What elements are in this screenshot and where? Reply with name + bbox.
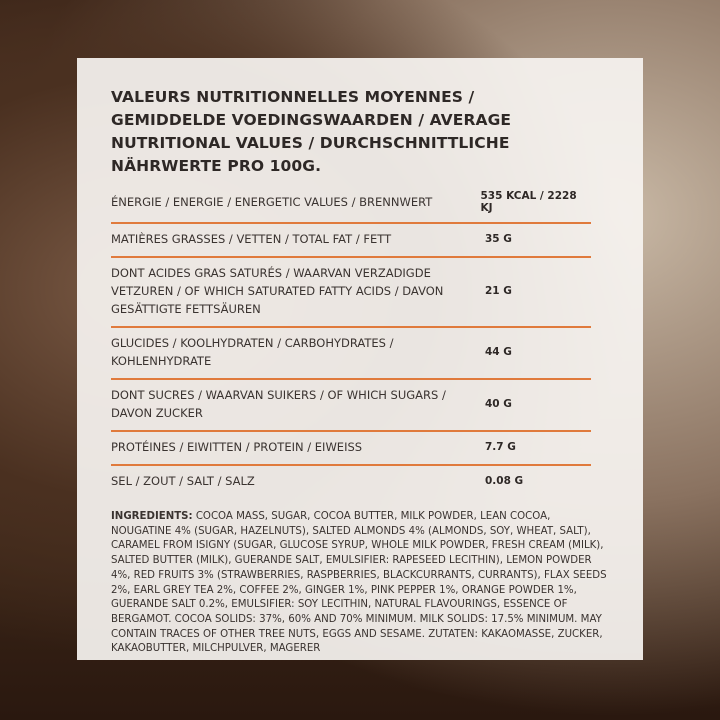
row-label: GLUCIDES / KOOLHYDRATEN / CARBOHYDRATES … [111, 336, 394, 368]
row-label: MATIÈRES GRASSES / VETTEN / TOTAL FAT / … [111, 232, 392, 246]
row-label: DONT SUCRES / WAARVAN SUIKERS / OF WHICH… [111, 388, 446, 420]
row-value: 44 G [485, 346, 512, 358]
row-label: PROTÉINES / EIWITTEN / PROTEIN / EIWEISS [111, 440, 363, 454]
ingredients-label: INGREDIENTS: [111, 511, 193, 522]
table-row: DONT ACIDES GRAS SATURÉS / WAARVAN VERZA… [111, 258, 591, 328]
ingredients-text: INGREDIENTS: COCOA MASS, SUGAR, COCOA BU… [111, 510, 611, 657]
row-label: SEL / ZOUT / SALT / SALZ [111, 474, 255, 488]
table-row: GLUCIDES / KOOLHYDRATEN / CARBOHYDRATES … [111, 328, 591, 380]
nutrition-title: VALEURS NUTRITIONNELLES MOYENNES / GEMID… [111, 88, 512, 175]
table-row: PROTÉINES / EIWITTEN / PROTEIN / EIWEISS… [111, 432, 591, 466]
table-row: SEL / ZOUT / SALT / SALZ 0.08 G [111, 466, 591, 498]
table-row: ÉNERGIE / ENERGIE / ENERGETIC VALUES / B… [111, 184, 591, 224]
row-value: 0.08 G [485, 475, 524, 487]
row-value: 7.7 G [485, 441, 516, 453]
row-value: 35 G [485, 233, 512, 245]
nutrition-panel: VALEURS NUTRITIONNELLES MOYENNES / GEMID… [77, 58, 643, 660]
row-label: DONT ACIDES GRAS SATURÉS / WAARVAN VERZA… [111, 266, 444, 316]
row-value: 535 KCAL / 2228 KJ [480, 190, 577, 214]
table-row: DONT SUCRES / WAARVAN SUIKERS / OF WHICH… [111, 380, 591, 432]
ingredients-list: COCOA MASS, SUGAR, COCOA BUTTER, MILK PO… [111, 511, 607, 655]
table-row: MATIÈRES GRASSES / VETTEN / TOTAL FAT / … [111, 224, 591, 258]
row-value: 40 G [485, 398, 512, 410]
row-value: 21 G [485, 285, 512, 297]
nutrition-table: ÉNERGIE / ENERGIE / ENERGETIC VALUES / B… [111, 184, 591, 498]
row-label: ÉNERGIE / ENERGIE / ENERGETIC VALUES / B… [111, 195, 433, 209]
